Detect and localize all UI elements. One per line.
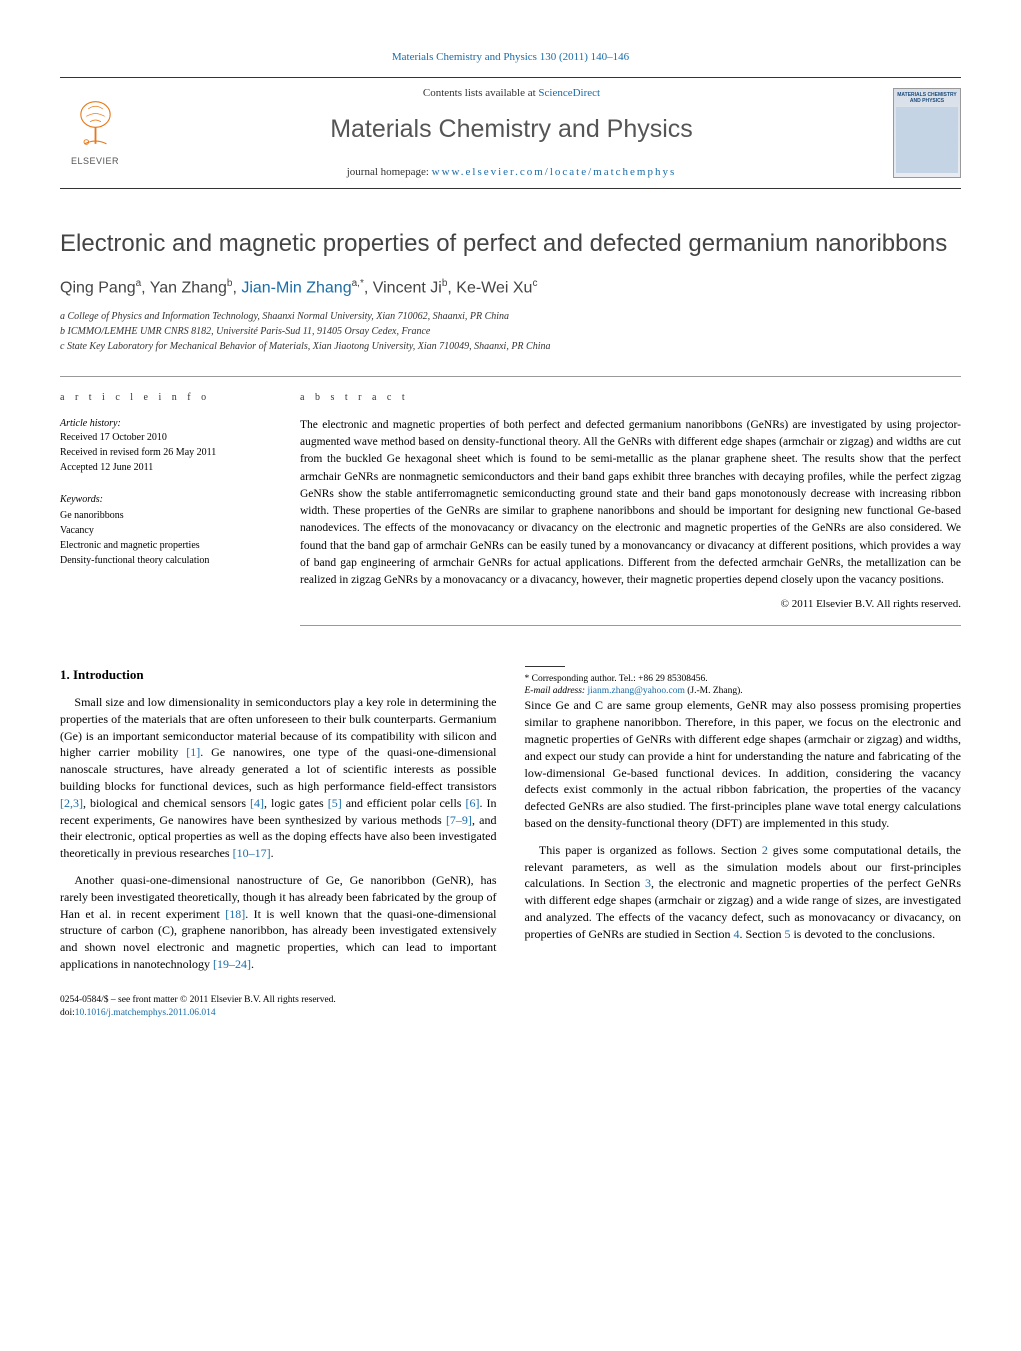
keywords-label: Keywords: bbox=[60, 493, 270, 507]
affiliations: a College of Physics and Information Tec… bbox=[60, 310, 961, 354]
homepage-link[interactable]: www.elsevier.com/locate/matchemphys bbox=[432, 166, 677, 178]
footnote-separator bbox=[525, 666, 565, 667]
doi-link[interactable]: 10.1016/j.matchemphys.2011.06.014 bbox=[75, 1008, 216, 1018]
article-info-label: a r t i c l e i n f o bbox=[60, 391, 270, 405]
contents-available: Contents lists available at ScienceDirec… bbox=[130, 86, 893, 101]
article-info-block: a r t i c l e i n f o Article history: R… bbox=[60, 377, 270, 626]
citation-link[interactable]: Materials Chemistry and Physics 130 (201… bbox=[392, 51, 629, 63]
paragraph: This paper is organized as follows. Sect… bbox=[525, 842, 962, 943]
accepted-date: Accepted 12 June 2011 bbox=[60, 461, 270, 475]
history-label: Article history: bbox=[60, 417, 270, 431]
corresponding-email: E-mail address: jianm.zhang@yahoo.com (J… bbox=[525, 685, 962, 697]
body-text: 1. Introduction Small size and low dimen… bbox=[60, 666, 961, 976]
abstract-label: a b s t r a c t bbox=[300, 391, 961, 405]
affiliation-c: c State Key Laboratory for Mechanical Be… bbox=[60, 340, 961, 354]
affiliation-b: b ICMMO/LEMHE UMR CNRS 8182, Université … bbox=[60, 325, 961, 339]
elsevier-wordmark: ELSEVIER bbox=[71, 155, 119, 168]
elsevier-tree-icon bbox=[68, 98, 123, 153]
received-date: Received 17 October 2010 bbox=[60, 431, 270, 445]
running-citation: Materials Chemistry and Physics 130 (201… bbox=[60, 50, 961, 65]
paragraph: Another quasi-one-dimensional nanostruct… bbox=[60, 872, 497, 973]
corresponding-author: * Corresponding author. Tel.: +86 29 853… bbox=[525, 673, 962, 685]
sciencedirect-link[interactable]: ScienceDirect bbox=[538, 87, 600, 99]
author-list: Qing Panga, Yan Zhangb, Jian-Min Zhanga,… bbox=[60, 277, 961, 300]
email-link[interactable]: jianm.zhang@yahoo.com bbox=[587, 686, 684, 696]
article-title: Electronic and magnetic properties of pe… bbox=[60, 229, 961, 259]
page-footer: 0254-0584/$ – see front matter © 2011 El… bbox=[60, 994, 961, 1021]
abstract-text: The electronic and magnetic properties o… bbox=[300, 417, 961, 590]
journal-cover-thumbnail[interactable]: MATERIALS CHEMISTRY AND PHYSICS bbox=[893, 88, 961, 178]
frontmatter-line: 0254-0584/$ – see front matter © 2011 El… bbox=[60, 994, 961, 1007]
affiliation-a: a College of Physics and Information Tec… bbox=[60, 310, 961, 324]
paragraph: Small size and low dimensionality in sem… bbox=[60, 694, 497, 862]
paragraph: Since Ge and C are same group elements, … bbox=[525, 697, 962, 831]
footnotes: * Corresponding author. Tel.: +86 29 853… bbox=[525, 673, 962, 698]
keyword: Ge nanoribbons bbox=[60, 509, 270, 523]
revised-date: Received in revised form 26 May 2011 bbox=[60, 446, 270, 460]
keyword: Electronic and magnetic properties bbox=[60, 539, 270, 553]
doi-line: doi:10.1016/j.matchemphys.2011.06.014 bbox=[60, 1007, 961, 1020]
homepage-line: journal homepage: www.elsevier.com/locat… bbox=[130, 165, 893, 180]
elsevier-logo[interactable]: ELSEVIER bbox=[60, 98, 130, 168]
journal-name: Materials Chemistry and Physics bbox=[130, 112, 893, 147]
keyword: Vacancy bbox=[60, 524, 270, 538]
journal-masthead: ELSEVIER Contents lists available at Sci… bbox=[60, 77, 961, 189]
keyword: Density-functional theory calculation bbox=[60, 554, 270, 568]
abstract-block: a b s t r a c t The electronic and magne… bbox=[300, 377, 961, 626]
abstract-copyright: © 2011 Elsevier B.V. All rights reserved… bbox=[300, 597, 961, 612]
section-heading: 1. Introduction bbox=[60, 666, 497, 684]
